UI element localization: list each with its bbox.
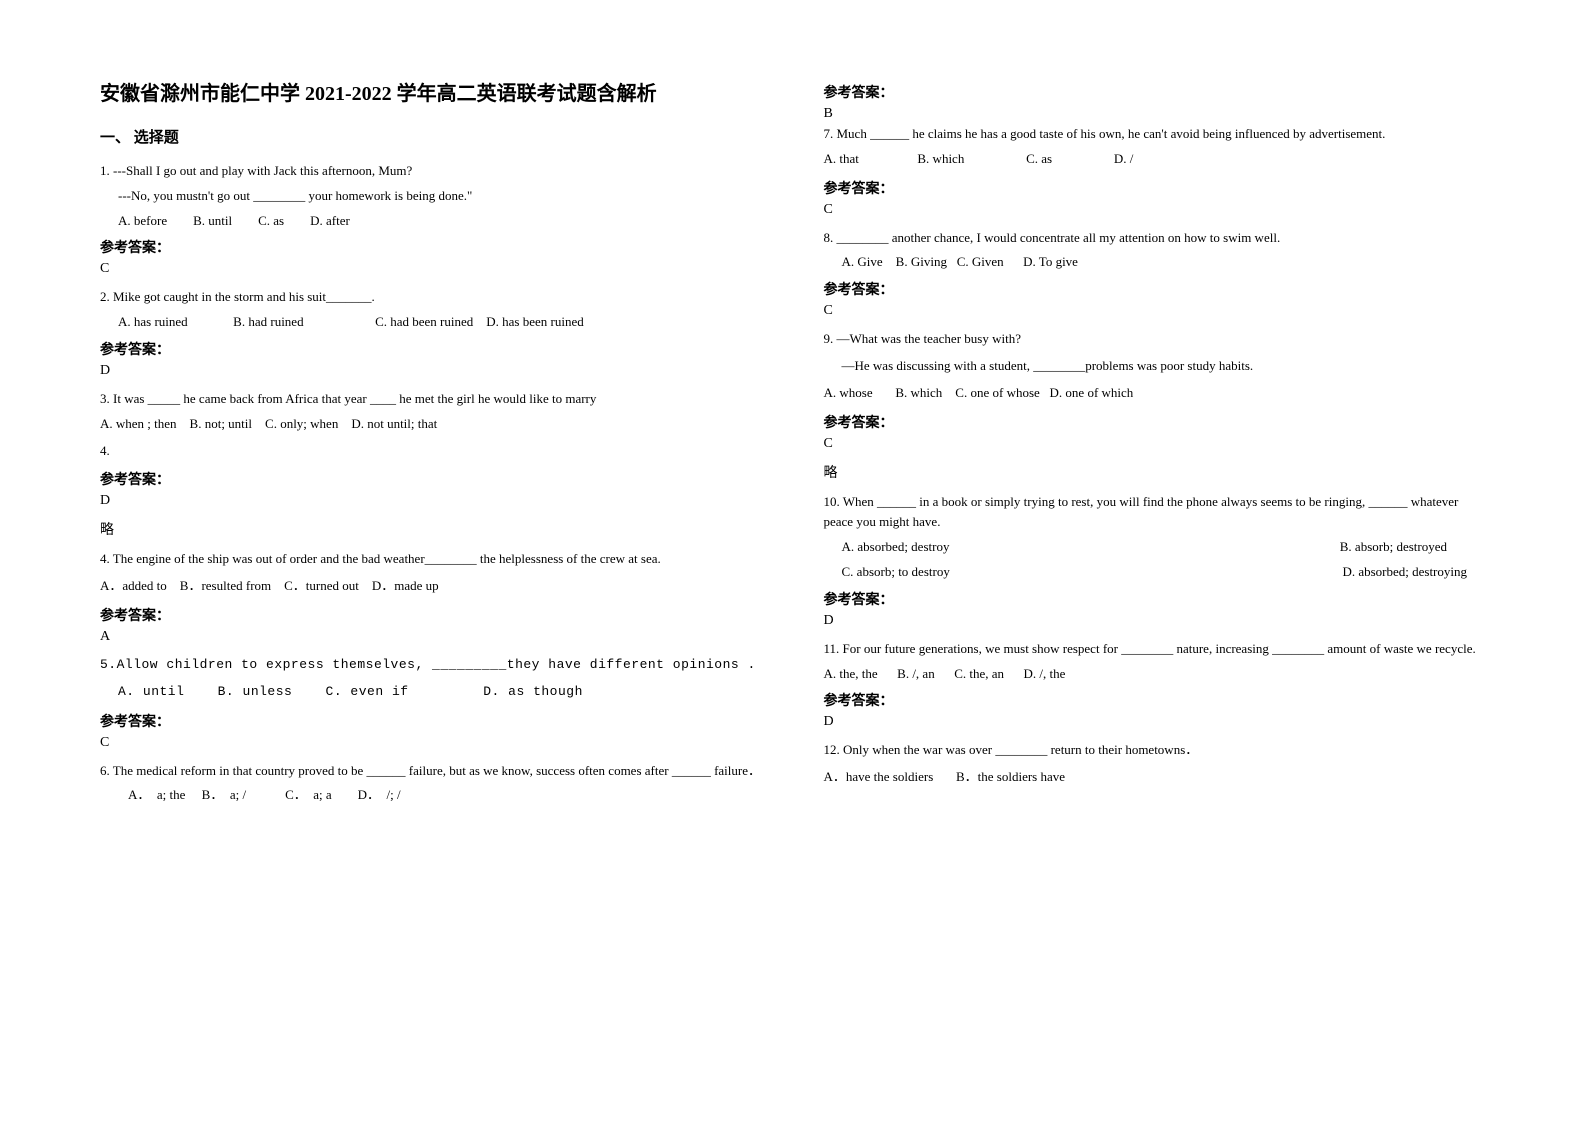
q8-answer-label: 参考答案： (824, 279, 1488, 299)
q9-omit: 略 (824, 462, 1488, 482)
q11-options: A. the, the B. /, an C. the, an D. /, th… (824, 664, 1488, 685)
q7-options: A. that B. which C. as D. / (824, 149, 1488, 170)
q6-options: A． a; the B． a; / C． a; a D． /; / (100, 785, 764, 806)
q4-answer: A (100, 629, 764, 645)
q8-line1: 8. ________ another chance, I would conc… (824, 228, 1488, 249)
q1-answer-label: 参考答案： (100, 237, 764, 257)
q9-line1: 9. —What was the teacher busy with? (824, 329, 1488, 350)
q6-line1: 6. The medical reform in that country pr… (100, 761, 764, 782)
q3-answer: D (100, 493, 764, 509)
q7-answer-label: 参考答案： (824, 178, 1488, 198)
q7-answer: C (824, 202, 1488, 218)
q2-line1: 2. Mike got caught in the storm and his … (100, 287, 764, 308)
q1-answer: C (100, 261, 764, 277)
q9-options: A. whose B. which C. one of whose D. one… (824, 383, 1488, 404)
q4-answer-label: 参考答案： (100, 605, 764, 625)
q9-line2: —He was discussing with a student, _____… (824, 356, 1488, 377)
q8-options: A. Give B. Giving C. Given D. To give (824, 252, 1488, 273)
q10-optD: D. absorbed; destroying (1342, 562, 1467, 583)
q10-answer-label: 参考答案： (824, 589, 1488, 609)
q10-line1: 10. When ______ in a book or simply tryi… (824, 492, 1488, 534)
q2-options: A. has ruined B. had ruined C. had been … (100, 312, 764, 333)
q1-line1: 1. ---Shall I go out and play with Jack … (100, 161, 764, 182)
q8-answer: C (824, 303, 1488, 319)
q10-options-row2: C. absorb; to destroy D. absorbed; destr… (824, 562, 1488, 583)
q10-options-row1: A. absorbed; destroy B. absorb; destroye… (824, 537, 1488, 558)
right-column: 参考答案： B 7. Much ______ he claims he has … (824, 80, 1488, 1082)
q4-line1: 4. The engine of the ship was out of ord… (100, 549, 764, 570)
q10-optA: A. absorbed; destroy (842, 537, 950, 558)
q7-line1: 7. Much ______ he claims he has a good t… (824, 124, 1488, 145)
q1-line2: ---No, you mustn't go out ________ your … (100, 186, 764, 207)
q10-answer: D (824, 613, 1488, 629)
q3-options: A. when ; then B. not; until C. only; wh… (100, 414, 764, 435)
q11-answer-label: 参考答案： (824, 690, 1488, 710)
document-title: 安徽省滁州市能仁中学 2021-2022 学年高二英语联考试题含解析 (100, 80, 764, 108)
q3-omit: 略 (100, 519, 764, 539)
q5-options: A. until B. unless C. even if D. as thou… (100, 682, 764, 703)
q9-answer-label: 参考答案： (824, 412, 1488, 432)
q12-line1: 12. Only when the war was over ________ … (824, 740, 1488, 761)
q12-options: A．have the soldiers B．the soldiers have (824, 767, 1488, 788)
q4-options: A．added to B．resulted from C．turned out … (100, 576, 764, 597)
q10-optB: B. absorb; destroyed (1340, 537, 1447, 558)
left-column: 安徽省滁州市能仁中学 2021-2022 学年高二英语联考试题含解析 一、 选择… (100, 80, 764, 1082)
q3-answer-label: 参考答案： (100, 469, 764, 489)
q11-line1: 11. For our future generations, we must … (824, 639, 1488, 660)
q3-line1: 3. It was _____ he came back from Africa… (100, 389, 764, 410)
top-answer-label: 参考答案： (824, 82, 1488, 102)
q5-answer-label: 参考答案： (100, 711, 764, 731)
q1-options: A. before B. until C. as D. after (100, 211, 764, 232)
top-answer: B (824, 106, 1488, 122)
q2-answer-label: 参考答案： (100, 339, 764, 359)
q2-answer: D (100, 363, 764, 379)
q5-line1: 5.Allow children to express themselves, … (100, 655, 764, 676)
q9-answer: C (824, 436, 1488, 452)
q10-optC: C. absorb; to destroy (842, 562, 950, 583)
section-heading: 一、 选择题 (100, 126, 764, 147)
q11-answer: D (824, 714, 1488, 730)
q3-blank: 4. (100, 441, 764, 462)
q5-answer: C (100, 735, 764, 751)
